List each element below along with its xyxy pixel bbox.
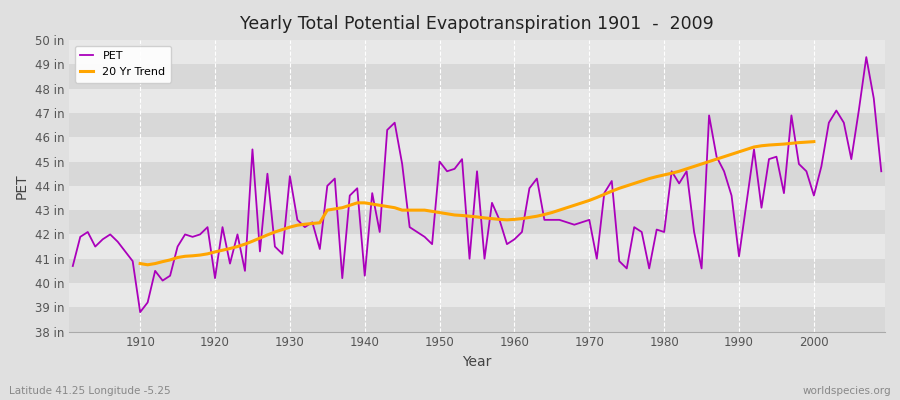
- 20 Yr Trend: [314, 220, 325, 225]
- Bar: [69, 210, 885, 234]
- PET: [509, 237, 520, 242]
- X-axis label: Year: Year: [463, 355, 491, 369]
- PET: [607, 178, 617, 183]
- 20 Yr Trend: [801, 140, 812, 144]
- Legend: PET, 20 Yr Trend: PET, 20 Yr Trend: [75, 46, 171, 82]
- Bar: [69, 283, 885, 307]
- Bar: [69, 64, 885, 89]
- 20 Yr Trend: [794, 140, 805, 145]
- Title: Yearly Total Potential Evapotranspiration 1901  -  2009: Yearly Total Potential Evapotranspiratio…: [240, 15, 714, 33]
- PET: [68, 264, 78, 268]
- Bar: [69, 40, 885, 64]
- Text: worldspecies.org: worldspecies.org: [803, 386, 891, 396]
- 20 Yr Trend: [808, 139, 819, 144]
- Text: Latitude 41.25 Longitude -5.25: Latitude 41.25 Longitude -5.25: [9, 386, 171, 396]
- PET: [876, 169, 886, 174]
- Bar: [69, 89, 885, 113]
- Bar: [69, 186, 885, 210]
- Bar: [69, 234, 885, 259]
- Bar: [69, 259, 885, 283]
- PET: [345, 193, 356, 198]
- Line: PET: PET: [73, 57, 881, 312]
- Bar: [69, 307, 885, 332]
- PET: [517, 230, 527, 234]
- Line: 20 Yr Trend: 20 Yr Trend: [140, 142, 814, 265]
- 20 Yr Trend: [135, 261, 146, 266]
- Bar: [69, 162, 885, 186]
- 20 Yr Trend: [225, 246, 236, 251]
- 20 Yr Trend: [711, 157, 722, 162]
- Bar: [69, 113, 885, 137]
- PET: [135, 310, 146, 314]
- PET: [861, 55, 872, 60]
- Bar: [69, 137, 885, 162]
- PET: [127, 259, 138, 264]
- Y-axis label: PET: PET: [15, 173, 29, 199]
- 20 Yr Trend: [142, 262, 153, 267]
- PET: [300, 225, 310, 230]
- 20 Yr Trend: [300, 222, 310, 227]
